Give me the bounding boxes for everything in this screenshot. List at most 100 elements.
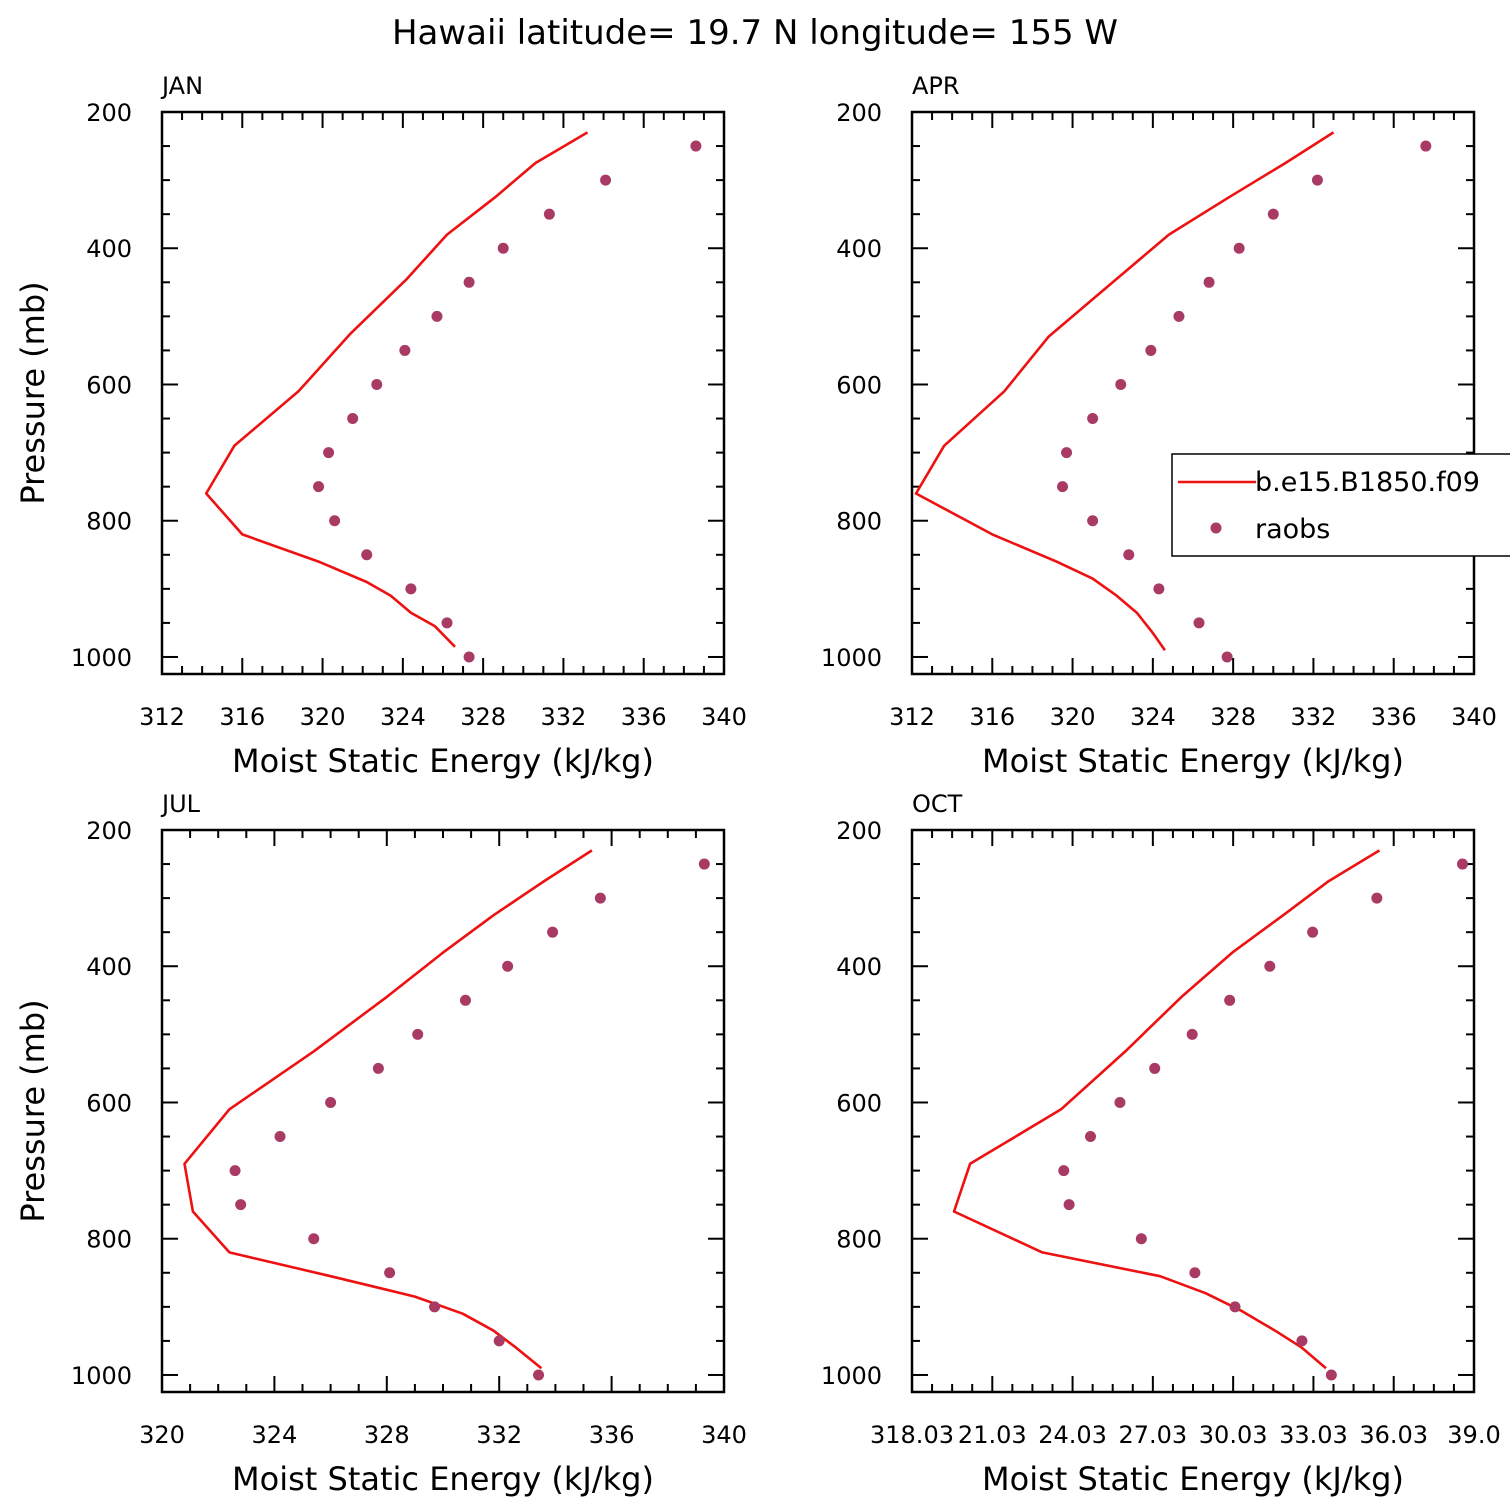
obs-point — [1456, 858, 1468, 870]
data-layer — [914, 131, 1432, 663]
obs-point — [329, 515, 341, 527]
obs-point — [235, 1199, 247, 1211]
obs-point — [1186, 1028, 1198, 1040]
obs-point — [325, 1096, 337, 1108]
obs-point — [1296, 1335, 1308, 1347]
obs-point — [1085, 1131, 1097, 1143]
y-tick-label: 200 — [836, 817, 882, 845]
obs-point — [1087, 515, 1099, 527]
obs-point — [1123, 549, 1135, 561]
x-tick-label: 30.03 — [1199, 1421, 1268, 1449]
legend-label-model: b.e15.B1850.f09 — [1255, 467, 1480, 498]
obs-point — [690, 140, 702, 152]
obs-point — [1058, 1165, 1070, 1177]
obs-point — [308, 1233, 320, 1245]
obs-point — [347, 413, 359, 425]
obs-point — [497, 242, 509, 254]
x-tick-label: 316 — [969, 703, 1015, 731]
obs-point — [384, 1267, 396, 1279]
x-tick-label: 324 — [380, 703, 426, 731]
obs-point — [1233, 242, 1245, 254]
obs-point — [1115, 378, 1127, 390]
legend-label-obs: raobs — [1255, 514, 1330, 545]
x-tick-label: 340 — [701, 1421, 747, 1449]
obs-point — [1061, 447, 1073, 459]
y-axis-label: Pressure (mb) — [14, 281, 52, 504]
panel-jul: JUL 320 324 328 332 336 340 200 400 600 800 1000 Moi… — [14, 790, 747, 1498]
obs-point — [361, 549, 373, 561]
obs-point — [463, 651, 475, 663]
y-tick-label: 400 — [836, 235, 882, 263]
series-line-model — [204, 131, 589, 648]
x-tick-label: 33.03 — [1279, 1421, 1348, 1449]
y-tick-label: 600 — [836, 1089, 882, 1117]
panel-label: APR — [912, 72, 960, 100]
y-tick-label: 200 — [86, 817, 132, 845]
data-layer — [204, 131, 702, 663]
y-tick-label: 1000 — [821, 644, 882, 672]
obs-point — [1325, 1369, 1337, 1381]
obs-point — [431, 310, 443, 322]
x-tick-label: 318.03 — [870, 1421, 954, 1449]
obs-point — [1221, 651, 1233, 663]
obs-point — [1063, 1199, 1075, 1211]
obs-point — [502, 960, 514, 972]
x-tick-label: 320 — [1050, 703, 1096, 731]
y-tick-label: 1000 — [71, 644, 132, 672]
x-tick-label: 328 — [1210, 703, 1256, 731]
x-tick-label: 332 — [541, 703, 587, 731]
obs-point — [274, 1131, 286, 1143]
obs-point — [1114, 1096, 1126, 1108]
y-tick-label: 800 — [86, 508, 132, 536]
obs-point — [1203, 276, 1215, 288]
obs-point — [429, 1301, 441, 1313]
y-tick-label: 400 — [86, 953, 132, 981]
obs-point — [1267, 208, 1279, 220]
y-tick-label: 1000 — [821, 1362, 882, 1390]
y-tick-label: 800 — [836, 1226, 882, 1254]
panel-label: OCT — [912, 790, 963, 818]
legend-dot-swatch — [1210, 522, 1222, 534]
obs-point — [372, 1062, 384, 1074]
series-line-model — [183, 849, 593, 1370]
obs-point — [313, 481, 325, 493]
obs-point — [323, 447, 335, 459]
plot-frame — [910, 110, 1476, 676]
y-tick-label: 600 — [836, 371, 882, 399]
obs-point — [1264, 960, 1276, 972]
y-tick-label: 600 — [86, 1089, 132, 1117]
obs-point — [399, 344, 411, 356]
obs-point — [1149, 1062, 1161, 1074]
data-layer — [952, 849, 1468, 1381]
obs-point — [1173, 310, 1185, 322]
legend: b.e15.B1850.f09 raobs — [1171, 453, 1510, 557]
x-tick-label: 316 — [219, 703, 265, 731]
x-tick-label: 324 — [1130, 703, 1176, 731]
panel-jan: JAN 312 316 320 324 328 332 336 340 200 400 600 800 1… — [14, 72, 747, 780]
x-axis-label: Moist Static Energy (kJ/kg) — [982, 1460, 1404, 1498]
obs-point — [1153, 583, 1165, 595]
legend-box — [1171, 453, 1510, 557]
y-axis-label: Pressure (mb) — [14, 999, 52, 1222]
obs-point — [1087, 413, 1099, 425]
x-tick-label: 340 — [1451, 703, 1497, 731]
y-tick-label: 800 — [86, 1226, 132, 1254]
x-tick-label: 320 — [300, 703, 346, 731]
x-axis-label: Moist Static Energy (kJ/kg) — [232, 742, 654, 780]
x-axis-label: Moist Static Energy (kJ/kg) — [982, 742, 1404, 780]
y-tick-label: 1000 — [71, 1362, 132, 1390]
obs-point — [1193, 617, 1205, 629]
x-tick-label: 332 — [1291, 703, 1337, 731]
obs-point — [1420, 140, 1432, 152]
obs-point — [463, 276, 475, 288]
x-tick-label: 336 — [621, 703, 667, 731]
obs-point — [412, 1028, 424, 1040]
x-tick-label: 27.03 — [1118, 1421, 1187, 1449]
obs-point — [698, 858, 710, 870]
obs-point — [1145, 344, 1157, 356]
obs-point — [1307, 926, 1319, 938]
obs-point — [594, 892, 606, 904]
x-tick-label: 324 — [251, 1421, 297, 1449]
obs-point — [1057, 481, 1069, 493]
